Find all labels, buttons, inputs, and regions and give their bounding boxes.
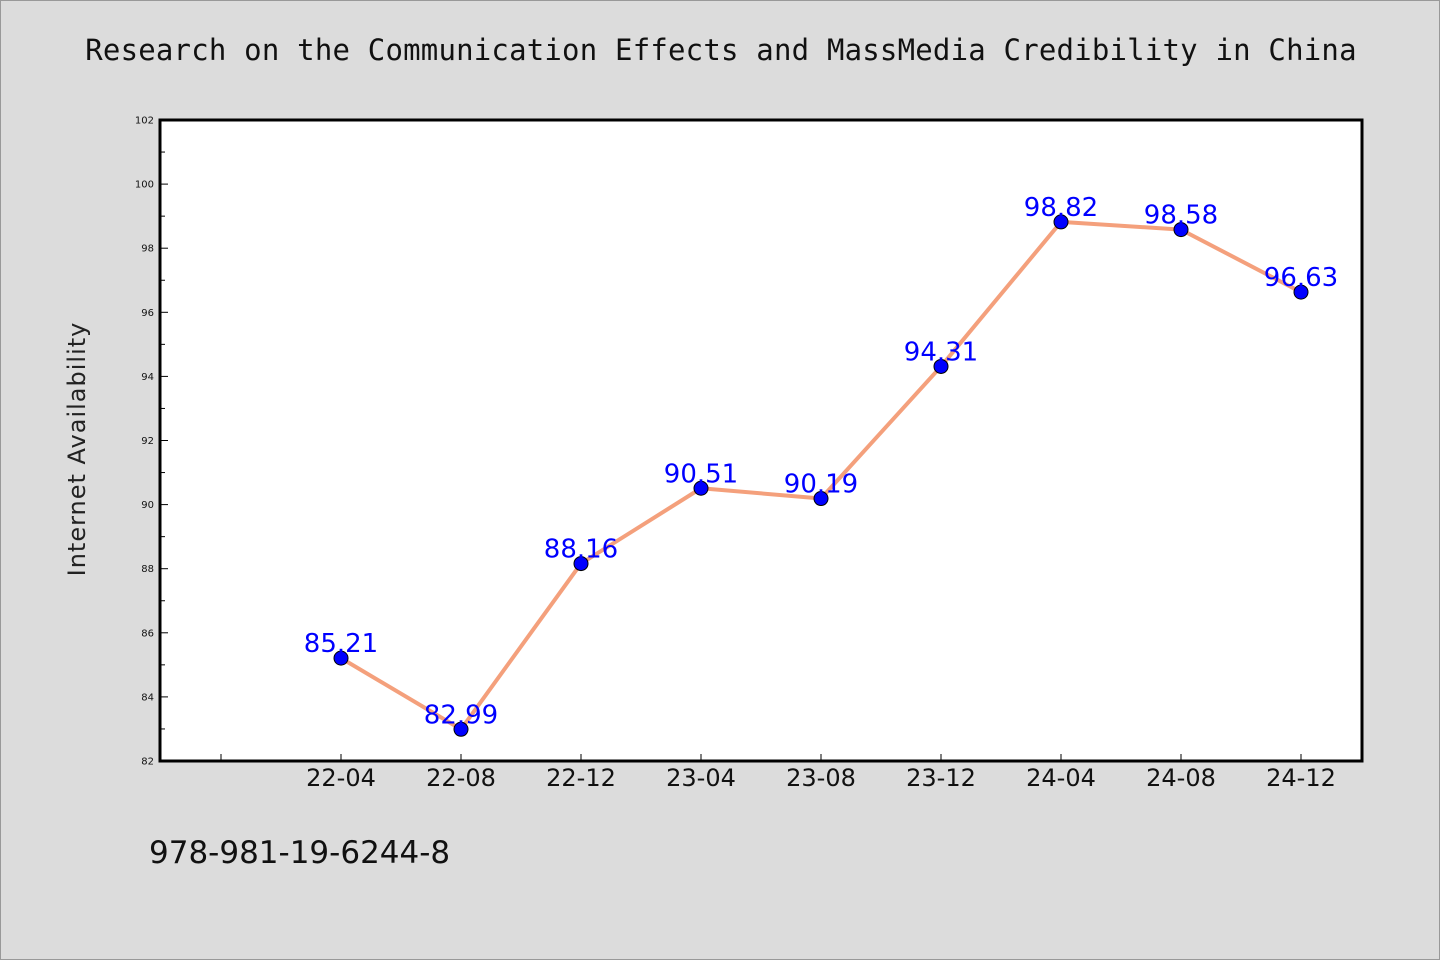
data-point: [453, 721, 469, 737]
chart-title: Research on the Communication Effects an…: [85, 33, 1357, 67]
data-point: [1053, 214, 1069, 230]
x-tick-label: 22-04: [306, 764, 376, 792]
x-tick-label: 23-08: [786, 764, 856, 792]
y-tick-label: 86: [141, 628, 154, 639]
y-tick-label: 90: [141, 500, 154, 511]
y-tick-label: 82: [141, 757, 154, 768]
data-label: 98.82: [1024, 193, 1098, 223]
x-tick-label: 22-12: [546, 764, 616, 792]
data-point: [693, 480, 709, 496]
data-point: [1293, 284, 1309, 300]
y-tick-label: 88: [141, 564, 154, 575]
data-point: [1173, 222, 1189, 238]
plot-frame: [158, 118, 1364, 763]
data-point: [933, 358, 949, 374]
data-label: 94.31: [904, 337, 978, 367]
data-point: [333, 650, 349, 666]
y-tick-label: 92: [141, 436, 154, 447]
isbn-text: 978-981-19-6244-8: [149, 835, 451, 871]
x-tick-label: 24-04: [1026, 764, 1096, 792]
y-tick-label: 96: [141, 308, 154, 319]
y-tick-label: 94: [141, 372, 154, 383]
y-tick-label: 84: [141, 692, 154, 703]
y-tick-label: 102: [135, 116, 154, 127]
x-tick-label: 24-12: [1266, 764, 1336, 792]
y-tick-label: 98: [141, 244, 154, 255]
data-label: 90.51: [664, 459, 738, 489]
data-point: [813, 491, 829, 507]
y-tick-label: 100: [135, 180, 154, 191]
data-label: 88.16: [544, 535, 618, 565]
data-point: [573, 556, 589, 572]
x-tick-label: 23-04: [666, 764, 736, 792]
data-label: 90.19: [784, 470, 858, 500]
data-label: 96.63: [1264, 263, 1338, 293]
x-tick-label: 22-08: [426, 764, 496, 792]
x-tick-label: 23-12: [906, 764, 976, 792]
data-label: 98.58: [1144, 201, 1218, 231]
data-label: 82.99: [424, 700, 498, 730]
x-tick-label: 24-08: [1146, 764, 1216, 792]
data-label: 85.21: [304, 629, 378, 659]
